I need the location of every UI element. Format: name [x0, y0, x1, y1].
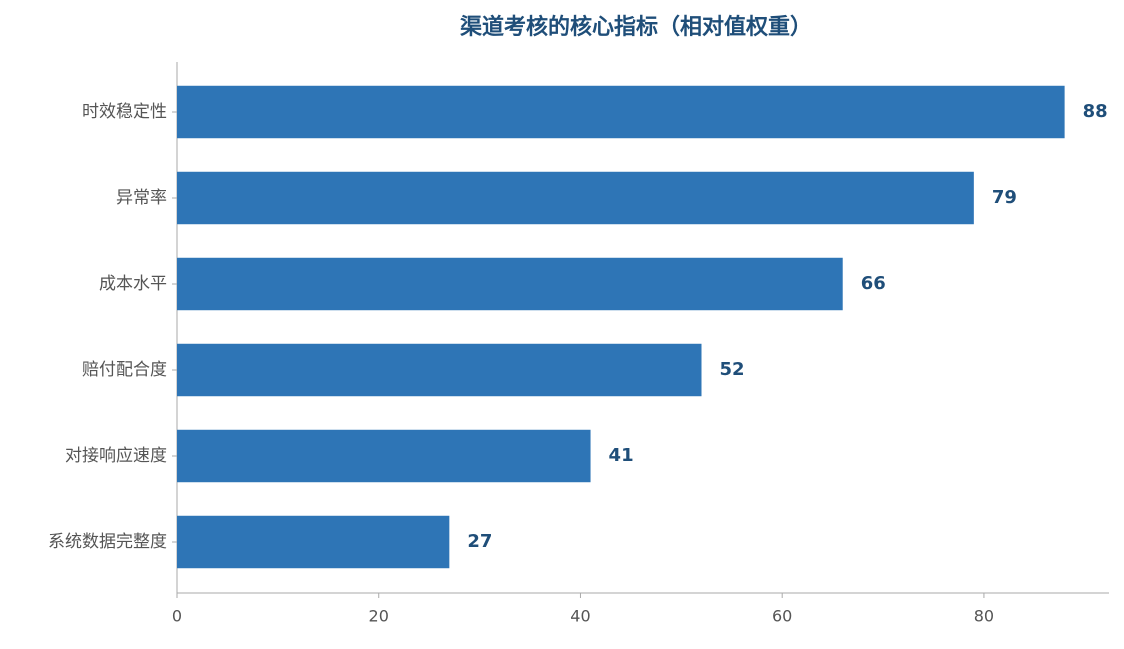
bar: [177, 85, 1065, 139]
value-label: 52: [720, 359, 745, 380]
bar: [177, 429, 591, 483]
value-label: 66: [861, 273, 886, 294]
bar: [177, 171, 974, 225]
x-tick-label: 80: [974, 607, 994, 626]
x-tick-label: 20: [369, 607, 389, 626]
value-label: 41: [609, 445, 634, 466]
y-tick-label: 成本水平: [99, 274, 167, 294]
chart-title: 渠道考核的核心指标（相对值权重）: [460, 14, 812, 40]
y-tick-label: 对接响应速度: [65, 446, 167, 466]
bar: [177, 515, 450, 569]
x-tick-label: 0: [172, 607, 182, 626]
value-label: 88: [1083, 101, 1108, 122]
y-tick-label: 系统数据完整度: [48, 532, 167, 552]
bar: [177, 343, 702, 397]
y-tick-label: 异常率: [116, 188, 167, 208]
value-label: 79: [992, 187, 1017, 208]
x-tick-label: 60: [772, 607, 792, 626]
y-tick-label: 时效稳定性: [82, 102, 167, 122]
value-label: 27: [467, 531, 492, 552]
y-tick-label: 赔付配合度: [82, 360, 167, 380]
x-tick-label: 40: [570, 607, 590, 626]
bar: [177, 257, 843, 311]
